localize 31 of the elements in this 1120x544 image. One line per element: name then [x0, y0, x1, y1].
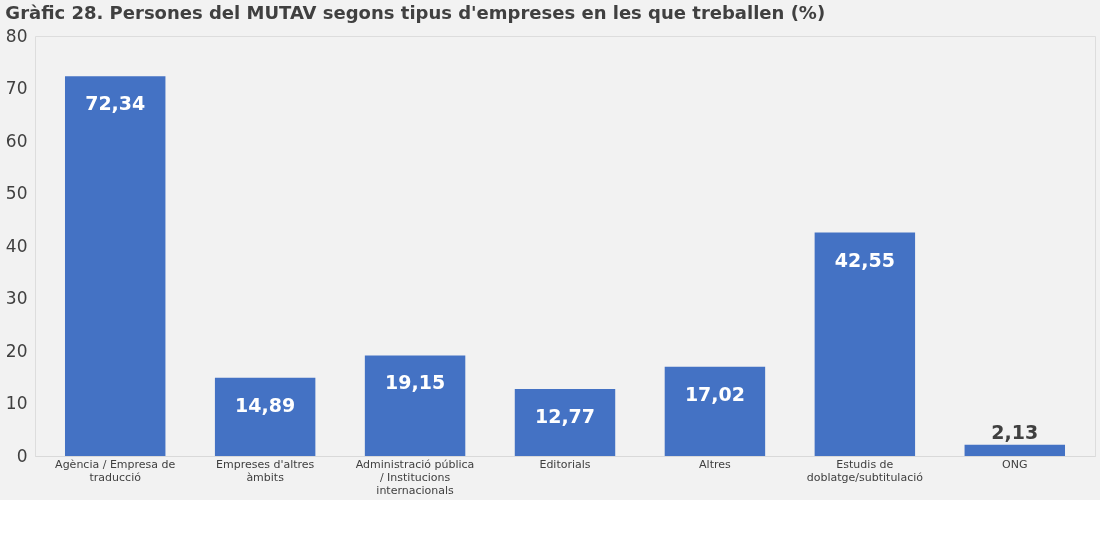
y-tick-label: 40	[5, 235, 28, 256]
bar	[364, 355, 466, 456]
bar	[814, 232, 916, 456]
x-tick-label: ONG	[1002, 457, 1028, 471]
bar	[214, 377, 316, 456]
bar	[514, 388, 616, 456]
data-label: 12,77	[534, 404, 596, 427]
bar	[64, 76, 166, 456]
data-label: 19,15	[385, 371, 446, 394]
y-tick-label: 20	[5, 340, 28, 361]
y-tick-label: 10	[5, 393, 28, 413]
chart-title: Gràfic 28. Persones del MUTAV segons tipus d'empreses en les que treballen (%)	[5, 2, 826, 23]
data-label: 14,89	[235, 393, 296, 416]
bar	[664, 366, 766, 456]
x-tick-label: Estudis de doblatge/subtitulació	[806, 457, 924, 484]
x-tick-label: Editorials	[539, 457, 591, 471]
y-tick-label: 80	[5, 25, 28, 46]
data-label: 72,34	[85, 92, 146, 115]
y-tick-label: 50	[5, 183, 28, 203]
y-tick-label: 0	[16, 445, 28, 466]
x-tick-label: Administració pública / Institucions internacionals	[355, 457, 475, 497]
data-label: 42,55	[834, 248, 895, 271]
x-tick-label: Agència / Empresa de traducció	[55, 457, 176, 484]
x-tick-label: Altres	[699, 457, 732, 471]
y-tick-label: 30	[5, 288, 28, 308]
y-tick-label: 70	[5, 78, 28, 98]
y-tick-label: 60	[5, 130, 28, 151]
bar	[964, 444, 1066, 456]
x-tick-label: Empreses d'altres àmbits	[215, 457, 315, 484]
data-label: 2,13	[991, 420, 1039, 443]
data-label: 17,02	[684, 382, 745, 405]
